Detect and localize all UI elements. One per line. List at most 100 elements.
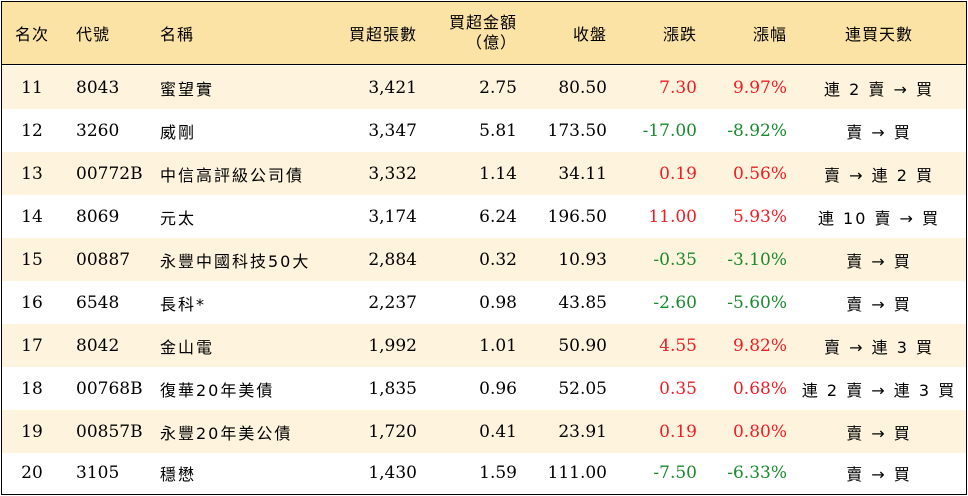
- cell-pct: 0.68%: [732, 378, 787, 399]
- cell-streak: 賣 → 買: [846, 423, 912, 443]
- cell-name: 永豐20年美公債: [160, 423, 293, 443]
- cell-close: 52.05: [558, 378, 607, 399]
- cell-streak: 賣 → 連 2 買: [824, 165, 934, 185]
- cell-name: 蜜望實: [160, 79, 215, 99]
- cell-pct: -3.10%: [727, 249, 787, 270]
- cell-net-amount: 5.81: [479, 120, 517, 141]
- cell-change: -17.00: [642, 120, 697, 141]
- cell-net-lots: 1,720: [368, 421, 417, 442]
- cell-net-amount: 0.96: [479, 378, 517, 399]
- cell-net-lots: 3,347: [368, 120, 417, 141]
- cell-streak: 賣 → 買: [846, 294, 912, 314]
- cell-close: 80.50: [558, 77, 607, 98]
- cell-streak: 連 10 賣 → 買: [817, 208, 941, 228]
- header-net-amount-line1: 買超金額: [448, 13, 517, 32]
- cell-net-amount: 1.01: [479, 335, 517, 356]
- table-row: 19 00857B 永豐20年美公債 1,720 0.41 23.91 0.19 0.80% 賣…: [2, 410, 966, 453]
- cell-rank: 19: [21, 421, 43, 442]
- cell-code: 00887: [76, 249, 131, 270]
- header-rank: 名次: [14, 25, 49, 44]
- table-row: 16 6548 長科* 2,237 0.98 43.85 -2.60 -5.60% 賣 → 買: [2, 281, 966, 324]
- cell-code: 8042: [76, 335, 120, 356]
- cell-close: 34.11: [558, 163, 607, 184]
- cell-name: 中信高評級公司債: [160, 165, 305, 185]
- cell-rank: 14: [21, 206, 43, 227]
- cell-close: 111.00: [547, 463, 607, 483]
- cell-change: 11.00: [648, 206, 697, 227]
- cell-change: 4.55: [659, 335, 697, 356]
- table-row: 17 8042 金山電 1,992 1.01 50.90 4.55 9.82% 賣 → 連 3 …: [2, 324, 966, 367]
- cell-change: -7.50: [653, 463, 697, 483]
- cell-close: 50.90: [558, 335, 607, 356]
- cell-rank: 15: [21, 249, 43, 270]
- header-change: 漲跌: [662, 25, 697, 44]
- cell-name: 穩懋: [160, 465, 197, 484]
- header-net-amount: 買超金額 （億）: [427, 2, 517, 64]
- cell-change: 0.35: [659, 378, 697, 399]
- table-row: 13 00772B 中信高評級公司債 3,332 1.14 34.11 0.19 0.56% 賣…: [2, 152, 966, 195]
- cell-pct: -5.60%: [727, 292, 787, 313]
- cell-close: 173.50: [547, 120, 607, 141]
- header-net-lots: 買超張數: [348, 25, 417, 44]
- cell-rank: 13: [21, 163, 43, 184]
- cell-rank: 18: [21, 378, 43, 399]
- cell-net-amount: 0.41: [479, 421, 517, 442]
- table-row: 18 00768B 復華20年美債 1,835 0.96 52.05 0.35 0.68% 連 …: [2, 367, 966, 410]
- cell-close: 10.93: [558, 249, 607, 270]
- cell-close: 196.50: [547, 206, 607, 227]
- table-row: 20 3105 穩懋 1,430 1.59 111.00 -7.50 -6.33% 賣 → 買: [2, 453, 966, 493]
- cell-name: 永豐中國科技50大: [160, 251, 311, 271]
- cell-close: 43.85: [558, 292, 607, 313]
- cell-rank: 12: [21, 120, 43, 141]
- cell-streak: 賣 → 買: [846, 122, 912, 142]
- cell-streak: 賣 → 買: [846, 465, 912, 484]
- cell-net-lots: 3,421: [368, 77, 417, 98]
- cell-code: 00768B: [76, 378, 143, 399]
- cell-net-amount: 0.98: [479, 292, 517, 313]
- cell-change: -2.60: [653, 292, 697, 313]
- cell-code: 8043: [76, 77, 120, 98]
- header-name: 名稱: [160, 25, 195, 44]
- cell-close: 23.91: [558, 421, 607, 442]
- cell-pct: -8.92%: [727, 120, 787, 141]
- cell-rank: 11: [21, 77, 43, 98]
- cell-net-lots: 3,174: [368, 206, 417, 227]
- cell-net-amount: 1.14: [479, 163, 517, 184]
- cell-net-amount: 1.59: [479, 463, 517, 483]
- cell-net-lots: 3,332: [368, 163, 417, 184]
- cell-net-lots: 2,884: [368, 249, 417, 270]
- cell-code: 00772B: [76, 163, 143, 184]
- table-row: 15 00887 永豐中國科技50大 2,884 0.32 10.93 -0.35 -3.10…: [2, 238, 966, 281]
- table-row: 11 8043 蜜望實 3,421 2.75 80.50 7.30 9.97% 連 2 賣 → …: [2, 66, 966, 109]
- cell-pct: 0.56%: [732, 163, 787, 184]
- cell-net-lots: 1,835: [368, 378, 417, 399]
- cell-pct: 0.80%: [732, 421, 787, 442]
- header-close: 收盤: [572, 25, 607, 44]
- cell-name: 復華20年美債: [160, 380, 275, 400]
- header-streak: 連買天數: [844, 25, 913, 44]
- cell-streak: 連 2 賣 → 連 3 買: [801, 380, 957, 400]
- table-row: 12 3260 威剛 3,347 5.81 173.50 -17.00 -8.92% 賣 → 買: [2, 109, 966, 152]
- cell-pct: 9.97%: [732, 77, 787, 98]
- cell-rank: 16: [21, 292, 43, 313]
- cell-name: 元太: [160, 208, 197, 228]
- table-header-row: 名次 代號 名稱 買超張數 買超金額 （億） 收盤 漲跌 漲幅 連買天數: [2, 2, 966, 65]
- table-row: 14 8069 元太 3,174 6.24 196.50 11.00 5.93% 連 10 賣 …: [2, 195, 966, 238]
- cell-change: -0.35: [653, 249, 697, 270]
- header-pct: 漲幅: [752, 25, 787, 44]
- cell-code: 8069: [76, 206, 120, 227]
- cell-streak: 賣 → 買: [846, 251, 912, 271]
- cell-code: 00857B: [76, 421, 143, 442]
- cell-pct: 5.93%: [732, 206, 787, 227]
- cell-code: 3260: [76, 120, 120, 141]
- cell-net-lots: 2,237: [368, 292, 417, 313]
- cell-pct: 9.82%: [732, 335, 787, 356]
- cell-net-lots: 1,992: [368, 335, 417, 356]
- cell-code: 3105: [76, 463, 120, 483]
- header-code: 代號: [76, 25, 111, 44]
- cell-net-amount: 0.32: [479, 249, 517, 270]
- cell-rank: 20: [21, 463, 43, 483]
- cell-streak: 連 2 賣 → 買: [824, 79, 934, 99]
- cell-name: 長科*: [160, 294, 207, 314]
